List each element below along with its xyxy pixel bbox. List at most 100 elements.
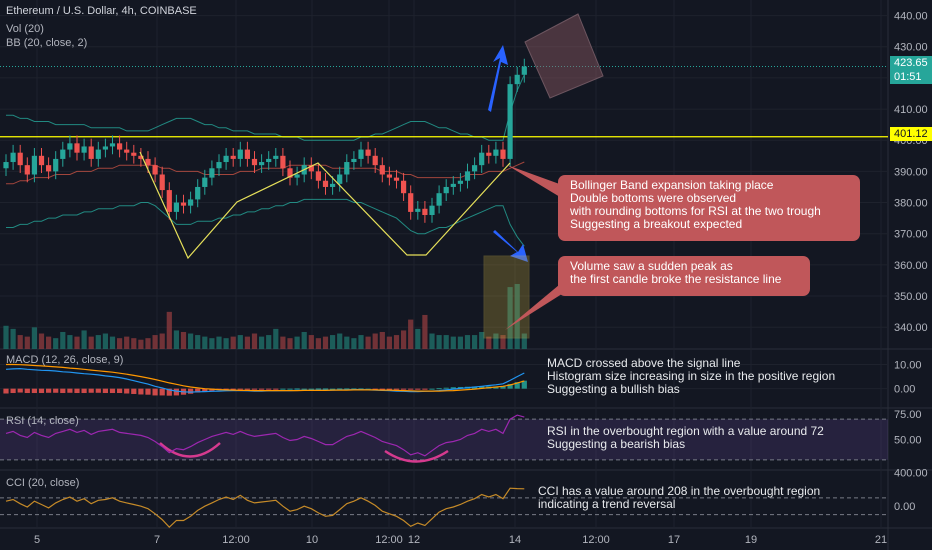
candle-body [88,146,94,159]
volume-bar [507,287,513,349]
candle-body [230,155,236,159]
volume-bar [173,330,179,349]
volume-bar [393,335,400,349]
volume-bar [500,335,506,349]
volume-bar [31,327,37,349]
volume-bar [486,336,492,349]
candle-body [251,158,258,166]
macd-histogram-bar [31,388,37,394]
macd-histogram-bar [372,388,378,390]
candle-body [259,162,265,166]
x-tick-label: 7 [154,534,160,546]
bollinger-note-line: with rounding bottoms for RSI at the two… [570,204,821,218]
candle-body [521,66,527,75]
volume-bar [223,338,229,349]
cci-legend: CCI (20, close) [6,477,80,489]
volume-bar [138,339,144,349]
volume-bar [443,335,449,349]
candle-body [443,186,449,194]
rsi-rounding-bottom [384,449,449,463]
y-tick-label: 10.00 [894,360,922,372]
candle-body [365,149,371,156]
macd-histogram-bar [230,388,236,390]
volume-bar [464,335,471,349]
volume-bar [408,319,414,349]
callout-pointer [505,280,565,330]
x-tick-label: 14 [509,534,521,546]
macd-histogram-bar [401,388,407,390]
volume-bar [479,331,485,349]
candle-body [67,143,73,150]
volume-bar [124,336,130,349]
current-price-tag: 423.65 [890,56,932,70]
volume-bar [145,338,151,349]
volume-arrow-icon [493,230,528,262]
candle-body [60,149,66,159]
x-tick-label: 12:00 [222,534,250,546]
macd-histogram-bar [202,388,208,392]
bollinger-note-line: Bollinger Band expansion taking place [570,178,774,192]
candle-body [209,168,215,178]
macd-histogram-bar [386,388,392,390]
macd-note-line: Suggesting a bullish bias [547,382,680,396]
candle-body [457,180,463,184]
chart-title: Ethereum / U.S. Dollar, 4h, COINBASE [6,5,197,17]
candle-body [294,174,300,178]
macd-histogram-bar [408,388,414,390]
y-tick-label: 0.00 [894,501,915,513]
macd-histogram-bar [351,388,357,390]
x-tick-label: 17 [668,534,680,546]
macd-histogram-bar [223,388,229,390]
volume-legend: Vol (20) [6,23,44,35]
macd-histogram-bar [500,386,506,389]
volume-bar [308,335,314,349]
macd-histogram-bar [287,388,293,390]
volume-bar [337,333,343,349]
candle-body [358,149,364,159]
candle-body [152,165,158,175]
macd-histogram-bar [244,388,250,390]
macd-histogram-bar [53,388,59,393]
candle-body [330,183,336,187]
volume-bar [266,335,272,349]
macd-histogram-bar [294,388,300,390]
x-tick-label: 10 [306,534,318,546]
macd-histogram-bar [330,388,336,390]
candle-body [81,146,87,153]
candle-body [74,143,80,153]
macd-histogram-bar [429,388,435,390]
volume-bar [429,333,435,349]
volume-bar [401,330,407,349]
candle-body [493,149,499,156]
macd-histogram-bar [38,388,45,394]
candle-body [180,202,187,206]
volume-bar [358,335,364,349]
macd-histogram-bar [251,388,258,390]
x-tick-label: 5 [34,534,40,546]
volume-bar [3,325,9,349]
macd-histogram-bar [145,388,151,395]
candle-body [372,155,378,166]
x-tick-label: 12:00 [375,534,403,546]
y-tick-label: 430.00 [894,42,928,54]
macd-histogram-bar [88,388,94,393]
candle-body [10,152,16,163]
y-tick-label: 370.00 [894,229,928,241]
bollinger-note-line: Double bottoms were observed [570,191,737,205]
macd-histogram-bar [138,388,144,395]
y-tick-label: 75.00 [894,409,922,421]
macd-histogram-bar [24,388,30,394]
macd-histogram-bar [273,388,279,390]
volume-bar [88,336,94,349]
macd-histogram-bar [358,388,364,390]
rsi-note-line: Suggesting a bearish bias [547,437,686,451]
double-bottom-pattern [139,151,511,260]
volume-bar [280,336,286,349]
candle-body [415,208,421,212]
rsi-note-line: RSI in the overbought region with a valu… [547,424,824,438]
candle-body [17,152,23,166]
candle-body [287,168,293,178]
volume-bar [81,330,87,349]
rsi-legend: RSI (14, close) [6,415,79,427]
